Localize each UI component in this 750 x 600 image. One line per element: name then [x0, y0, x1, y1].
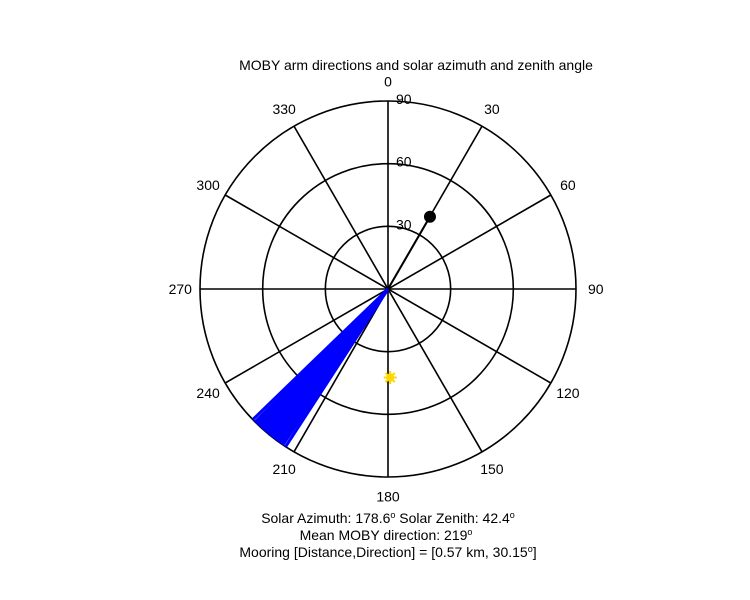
angle-tick-label: 180 — [376, 489, 400, 505]
svg-text:Mean MOBY direction: 219o: Mean MOBY direction: 219o — [300, 527, 473, 543]
radial-tick-label: 30 — [396, 216, 412, 232]
angle-tick-label: 270 — [169, 281, 193, 297]
sun-marker-ray — [384, 372, 396, 383]
annotation-line-3: Mooring [Distance,Direction] = [0.57 km,… — [239, 544, 536, 560]
degree-mark-1: o — [390, 510, 395, 520]
moby-arm-directions — [251, 287, 390, 448]
chart-title: MOBY arm directions and solar azimuth an… — [239, 57, 593, 73]
degree-mark-2: o — [510, 510, 515, 520]
angle-tick-label: 90 — [588, 281, 604, 297]
degree-mark-4: o — [528, 544, 533, 554]
mooring-line — [387, 216, 431, 290]
sun-position — [383, 371, 397, 385]
angle-tick-label: 120 — [556, 385, 580, 401]
angle-tick-label: 300 — [196, 177, 220, 193]
radial-tick-label: 90 — [396, 91, 412, 107]
degree-mark-3: o — [467, 527, 472, 537]
mooring-label: Mooring [Distance,Direction] = [0.57 km,… — [239, 544, 528, 560]
angle-tick-label: 30 — [484, 101, 500, 117]
solar-azimuth-label: Solar Azimuth: 178.6 — [261, 510, 390, 526]
angle-tick-label: 240 — [196, 385, 220, 401]
angle-tick-label: 210 — [272, 461, 296, 477]
angle-tick-label: 60 — [560, 177, 576, 193]
angle-tick-label: 0 — [384, 73, 392, 89]
angle-tick-label: 150 — [480, 461, 504, 477]
annotation-line-1: Solar Azimuth: 178.6o Solar Zenith: 42.4… — [261, 510, 515, 526]
mean-direction-label: Mean MOBY direction: 219 — [300, 527, 468, 543]
svg-text:Mooring [Distance,Direction] =: Mooring [Distance,Direction] = [0.57 km,… — [239, 544, 536, 560]
annotation-line-2: Mean MOBY direction: 219o — [300, 527, 473, 543]
svg-text:Solar Azimuth: 178.6o Solar: Solar Azimuth: 178.6o Solar Zenith: 42.4… — [261, 510, 515, 526]
mooring-close: ] — [533, 544, 537, 560]
radial-tick-label: 60 — [396, 154, 412, 170]
angle-tick-label: 330 — [272, 101, 296, 117]
mooring-marker — [423, 210, 436, 223]
mooring-vector — [387, 210, 436, 290]
radial-tick-labels: 30 60 90 — [396, 91, 412, 232]
moby-arm-line — [251, 287, 390, 421]
angle-tick-labels: 0 30 60 90 120 150 180 210 240 270 300 330 — [169, 73, 604, 504]
solar-zenith-label: Solar Zenith: 42.4 — [399, 510, 510, 526]
